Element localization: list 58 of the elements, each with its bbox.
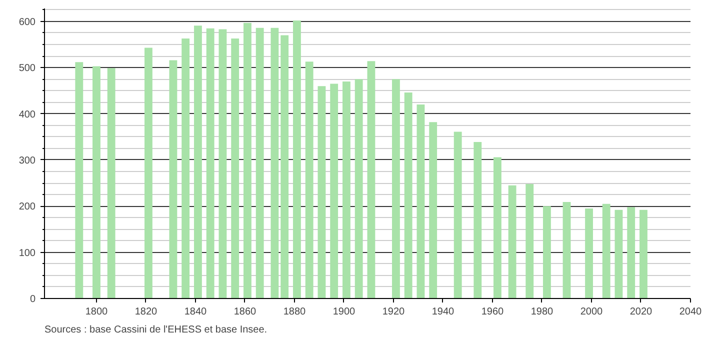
bar [454,132,462,298]
bar [293,20,301,298]
bar [144,48,152,298]
y-tick-label: 300 [18,155,36,166]
bar [429,122,438,298]
y-tick-label: 200 [18,202,36,213]
x-tick-label: 1940 [432,306,455,318]
bar [392,79,400,298]
bar [256,28,264,298]
bar [367,61,376,298]
bar [330,84,338,298]
x-tick-label: 1880 [283,306,306,318]
bar [562,202,571,298]
bar [169,60,178,298]
bar [305,62,314,298]
bar [627,207,636,298]
bar [585,208,593,298]
bar [107,68,116,298]
source-note: Sources : base Cassini de l'EHESS et base Insee. [44,324,268,336]
bar [508,185,516,298]
bar [194,26,202,298]
bar [75,62,84,298]
bar [92,66,100,298]
bar [542,206,551,298]
bar [280,35,289,298]
bar [244,22,252,298]
y-tick-label: 400 [18,109,36,120]
bar [614,210,623,298]
bar [206,28,214,298]
bar [640,210,648,298]
y-tick-label: 500 [18,63,36,74]
x-tick-label: 1800 [85,306,108,318]
x-tick-label: 1980 [530,306,554,318]
bar [270,28,279,298]
bar [602,204,610,298]
bar [231,38,240,298]
bar [474,142,482,298]
x-tick-label: 2040 [679,306,702,318]
bar [416,104,425,298]
bar [404,92,412,298]
bar [526,184,534,298]
bar [354,79,363,298]
x-tick-label: 2000 [580,306,604,318]
y-tick-label: 0 [30,294,36,305]
y-tick-label: 600 [18,16,36,28]
bar [182,38,190,298]
bar [318,86,326,298]
x-tick-label: 1900 [332,306,356,318]
bar [218,29,227,298]
x-tick-label: 1860 [234,306,257,318]
x-tick-label: 1920 [382,306,406,318]
x-tick-label: 2020 [630,306,653,318]
bar [342,81,350,298]
x-tick-label: 1960 [481,306,504,318]
x-tick-label: 1840 [184,306,208,318]
y-tick-label: 100 [18,248,36,259]
x-tick-label: 1820 [134,306,158,318]
bar [493,157,502,298]
